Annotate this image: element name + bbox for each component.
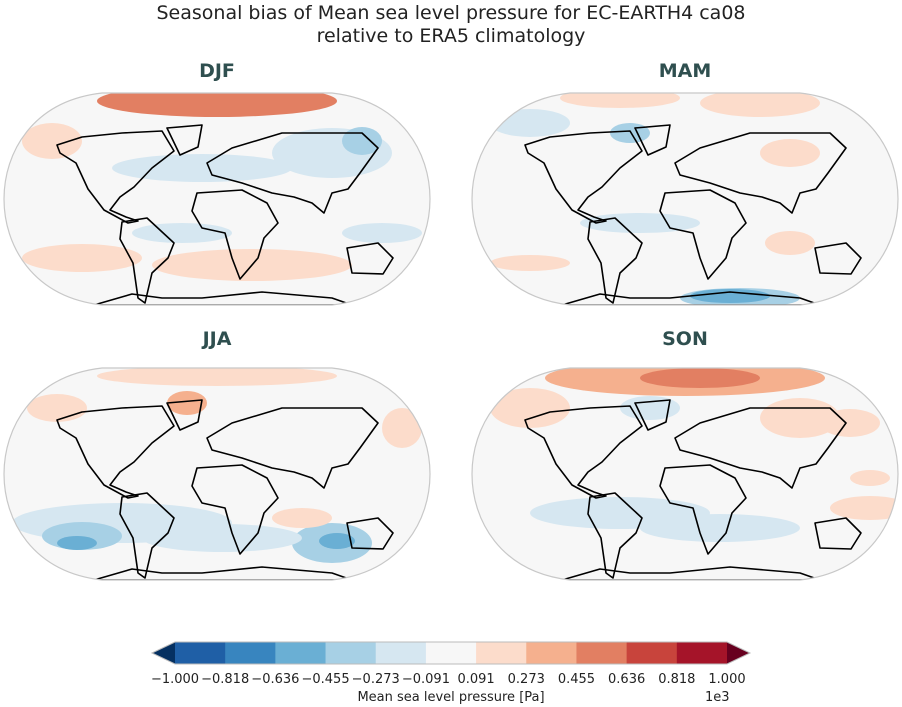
bias-region xyxy=(850,470,890,486)
coastline xyxy=(191,464,279,555)
map-border xyxy=(3,367,431,581)
bias-region xyxy=(27,394,87,422)
map-djf xyxy=(3,92,431,306)
panel-title-jja: JJA xyxy=(202,328,232,350)
colorbar-segment xyxy=(325,642,377,664)
colorbar-over-extension xyxy=(727,642,750,664)
coastline xyxy=(634,399,671,431)
bias-region xyxy=(97,93,337,117)
map-border xyxy=(3,92,431,306)
colorbar-tick-label: 0.455 xyxy=(557,672,596,687)
colorbar-segment xyxy=(676,642,728,664)
figure-title-line1: Seasonal bias of Mean sea level pressure… xyxy=(156,2,746,24)
bias-region xyxy=(342,223,422,243)
colorbar-under-extension xyxy=(152,642,175,664)
coastline xyxy=(346,517,394,550)
coastline xyxy=(814,242,862,275)
coastline xyxy=(674,407,847,489)
coastline xyxy=(346,242,394,275)
coastline xyxy=(191,189,279,280)
colorbar-tick-label: 1.000 xyxy=(708,672,746,687)
bias-region xyxy=(760,139,820,167)
coastline xyxy=(119,217,175,304)
coastline xyxy=(587,492,643,579)
colorbar-tick-label: −0.818 xyxy=(201,672,250,687)
bias-region xyxy=(560,93,680,108)
coastline xyxy=(659,189,747,280)
coastline xyxy=(56,405,175,499)
map-mam xyxy=(471,92,899,306)
colorbar-label: Mean sea level pressure [Pa] xyxy=(357,690,545,705)
bias-region xyxy=(620,396,680,420)
colorbar-segment xyxy=(225,642,276,664)
coastline xyxy=(659,464,747,555)
figure-title-line2: relative to ERA5 climatology xyxy=(316,25,586,47)
colorbar-tick-label: −0.636 xyxy=(251,672,300,687)
bias-region xyxy=(272,508,332,528)
colorbar-exponent: 1e3 xyxy=(705,690,730,705)
colorbar-segment xyxy=(425,642,477,664)
colorbar-segment xyxy=(476,642,527,664)
bias-region xyxy=(640,514,800,542)
colorbar-segment xyxy=(526,642,577,664)
bias-region xyxy=(319,533,355,549)
colorbar-tick-label: 0.273 xyxy=(507,672,545,687)
bias-region xyxy=(382,408,422,448)
bias-region xyxy=(640,368,760,388)
bias-region xyxy=(132,223,232,243)
bias-region xyxy=(342,127,382,155)
colorbar xyxy=(150,641,752,665)
coastline xyxy=(119,492,175,579)
colorbar-segment xyxy=(626,642,678,664)
colorbar-tick-label: −0.273 xyxy=(351,672,400,687)
coastline xyxy=(587,217,643,304)
coastline xyxy=(206,132,379,214)
colorbar-tick-label: 0.636 xyxy=(608,672,646,687)
panel-title-mam: MAM xyxy=(658,60,712,82)
bias-region xyxy=(22,244,142,272)
map-border xyxy=(471,92,899,306)
colorbar-tick-label: 0.091 xyxy=(457,672,495,687)
colorbar-tick-label: 0.818 xyxy=(658,672,696,687)
coastline xyxy=(206,407,379,489)
coastline xyxy=(166,399,203,431)
coastline xyxy=(56,130,175,224)
bias-region xyxy=(22,123,82,159)
coastline xyxy=(814,517,862,550)
bias-region xyxy=(820,409,880,437)
bias-region xyxy=(830,496,898,520)
bias-region xyxy=(112,154,292,182)
coastline xyxy=(524,130,643,224)
bias-region xyxy=(142,524,302,552)
coastline xyxy=(674,132,847,214)
colorbar-segment xyxy=(175,642,226,664)
colorbar-segment xyxy=(375,642,427,664)
coastline xyxy=(166,124,203,156)
bias-region xyxy=(490,255,570,271)
bias-region xyxy=(167,391,207,415)
map-border xyxy=(471,367,899,581)
bias-region xyxy=(700,93,820,117)
coastline xyxy=(634,124,671,156)
colorbar-tick-label: −0.091 xyxy=(401,672,450,687)
map-jja xyxy=(3,367,431,581)
colorbar-tick-label: −0.455 xyxy=(301,672,350,687)
colorbar-segment xyxy=(275,642,327,664)
map-son xyxy=(471,367,899,581)
colorbar-tick-label: −1.000 xyxy=(150,672,200,687)
coastline xyxy=(524,405,643,499)
bias-region xyxy=(97,368,337,386)
bias-region xyxy=(610,123,650,143)
bias-region xyxy=(490,388,570,428)
bias-region xyxy=(765,231,815,255)
colorbar-segment xyxy=(576,642,628,664)
panel-title-son: SON xyxy=(662,328,708,350)
bias-region xyxy=(57,536,97,550)
panel-title-djf: DJF xyxy=(199,60,235,82)
bias-region xyxy=(690,289,770,303)
